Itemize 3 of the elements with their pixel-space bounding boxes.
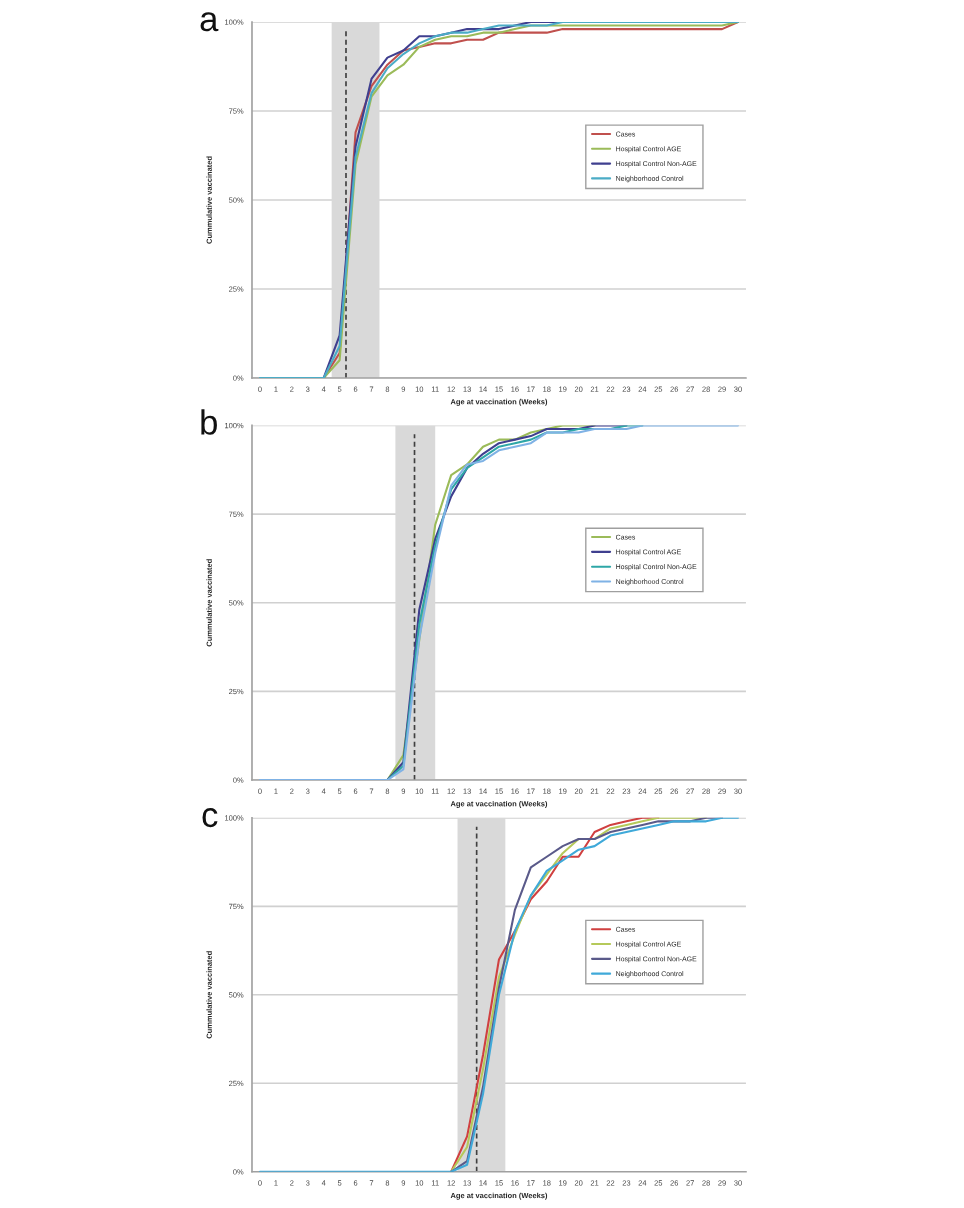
chart-title: c xyxy=(202,808,218,828)
chart-title: a xyxy=(200,12,219,32)
chart-title: b xyxy=(201,409,217,435)
